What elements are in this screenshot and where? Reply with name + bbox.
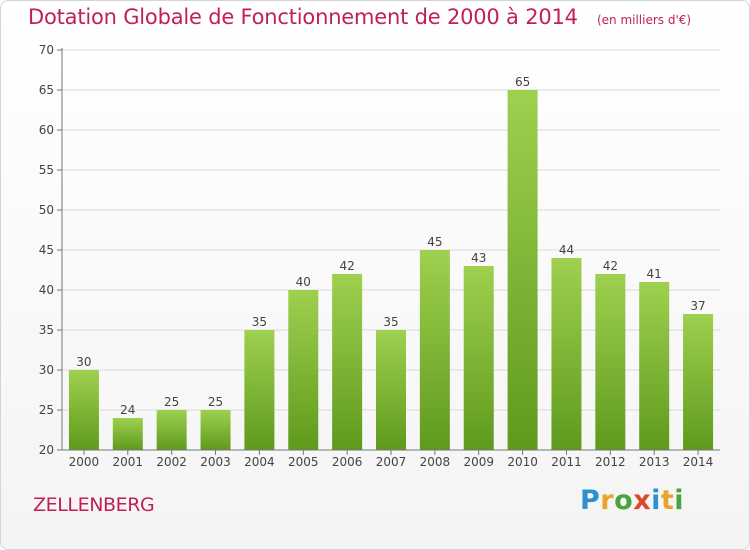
bar	[200, 410, 231, 450]
data-label: 65	[515, 75, 530, 89]
data-label: 25	[164, 395, 179, 409]
x-tick-label: 2007	[376, 455, 407, 469]
x-tick-label: 2004	[244, 455, 275, 469]
y-tick-label: 65	[39, 83, 54, 97]
data-label: 45	[427, 235, 442, 249]
y-tick-label: 20	[39, 443, 54, 457]
x-tick-label: 2013	[639, 455, 670, 469]
bar	[68, 370, 99, 450]
data-label: 25	[208, 395, 223, 409]
bar	[288, 290, 319, 450]
logo-letter: i	[651, 485, 661, 516]
data-label: 43	[471, 251, 486, 265]
logo-letter: o	[614, 485, 634, 516]
data-label: 42	[603, 259, 618, 273]
x-tick-label: 2002	[156, 455, 187, 469]
data-label: 35	[383, 315, 398, 329]
x-tick-label: 2012	[595, 455, 626, 469]
bar	[639, 282, 670, 450]
data-label: 40	[296, 275, 311, 289]
bar	[112, 418, 143, 450]
x-tick-label: 2011	[551, 455, 582, 469]
x-tick-label: 2014	[683, 455, 714, 469]
data-label: 41	[647, 267, 662, 281]
bar	[463, 266, 494, 450]
x-tick-label: 2000	[69, 455, 100, 469]
x-tick-label: 2008	[420, 455, 451, 469]
y-tick-label: 25	[39, 403, 54, 417]
bars	[68, 90, 714, 450]
data-label: 35	[252, 315, 267, 329]
bar	[595, 274, 626, 450]
y-tick-label: 40	[39, 283, 54, 297]
x-tick-label: 2005	[288, 455, 319, 469]
data-label: 37	[690, 299, 705, 313]
bar	[376, 330, 406, 450]
labels: 20 25 30 35 40 45 50 55 60 65 70 30 2000 24 2001 25 2002…	[39, 43, 714, 469]
bar	[156, 410, 187, 450]
logo-letter: i	[674, 485, 685, 516]
proxiti-logo: Proxiti	[580, 485, 684, 516]
y-tick-label: 45	[39, 243, 54, 257]
y-tick-label: 35	[39, 323, 54, 337]
logo-letter: x	[633, 485, 652, 516]
logo-letter: r	[600, 485, 615, 516]
data-label: 44	[559, 243, 574, 257]
commune-name: ZELLENBERG	[33, 494, 155, 516]
logo-letter: t	[660, 485, 675, 516]
bar	[507, 90, 538, 450]
logo-letter: P	[580, 485, 601, 516]
y-tick-label: 55	[39, 163, 54, 177]
y-tick-label: 60	[39, 123, 54, 137]
data-label: 30	[76, 355, 91, 369]
y-tick-label: 30	[39, 363, 54, 377]
x-tick-label: 2009	[463, 455, 494, 469]
bar	[244, 330, 275, 450]
axes	[57, 48, 720, 455]
x-tick-label: 2003	[200, 455, 231, 469]
x-tick-label: 2010	[507, 455, 538, 469]
data-label: 42	[339, 259, 354, 273]
data-label: 24	[120, 403, 135, 417]
y-tick-label: 70	[39, 43, 54, 57]
chart-header: Dotation Globale de Fonctionnement de 20…	[28, 5, 691, 29]
chart-subtitle: (en milliers d'€)	[596, 13, 692, 27]
x-tick-label: 2006	[332, 455, 363, 469]
bar	[332, 274, 363, 450]
x-tick-label: 2001	[113, 455, 144, 469]
bar	[551, 258, 582, 450]
y-tick-label: 50	[39, 203, 54, 217]
bar	[419, 250, 450, 450]
chart-title: Dotation Globale de Fonctionnement de 20…	[28, 5, 578, 29]
bar	[683, 314, 714, 450]
